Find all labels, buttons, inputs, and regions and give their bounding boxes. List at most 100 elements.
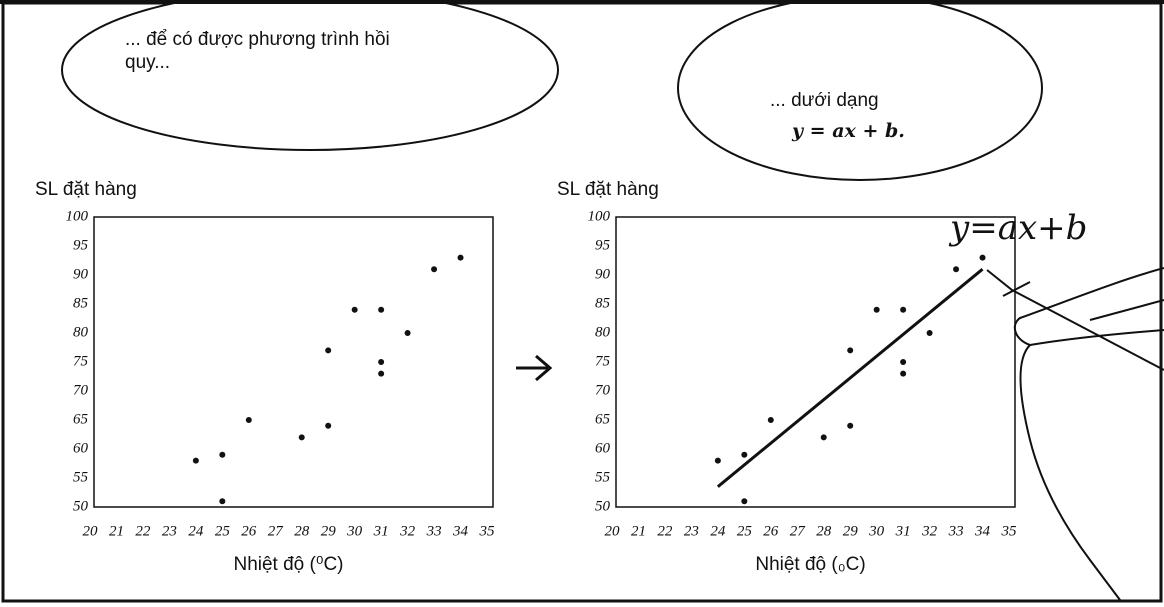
data-point bbox=[351, 306, 358, 313]
y-tick-label: 60 bbox=[595, 440, 611, 456]
x-tick-label: 31 bbox=[373, 523, 389, 539]
x-tick-label: 30 bbox=[868, 523, 885, 539]
y-tick-label: 55 bbox=[73, 469, 89, 485]
x-tick-label: 33 bbox=[426, 523, 442, 539]
y-tick-label: 95 bbox=[595, 237, 611, 253]
x-axis-label: Nhiệt độ (⁰C) bbox=[233, 554, 343, 575]
data-point bbox=[847, 347, 854, 354]
pen-drawing bbox=[986, 269, 1164, 371]
data-point bbox=[900, 306, 907, 313]
data-point bbox=[820, 434, 827, 441]
x-tick-label: 35 bbox=[1001, 523, 1018, 539]
data-point bbox=[245, 417, 252, 423]
data-point bbox=[325, 422, 332, 429]
y-tick-label: 50 bbox=[595, 498, 611, 514]
x-tick-label: 29 bbox=[321, 523, 337, 539]
panel-top bbox=[0, 0, 1164, 4]
data-point bbox=[767, 417, 774, 423]
y-tick-label: 50 bbox=[73, 498, 89, 514]
bubble-formula: y = ax + b. bbox=[791, 120, 905, 142]
x-tick-label: 29 bbox=[843, 523, 859, 539]
data-point bbox=[219, 451, 226, 458]
x-tick-label: 22 bbox=[135, 523, 151, 539]
y-tick-label: 80 bbox=[73, 324, 89, 340]
y-tick-label: 100 bbox=[588, 208, 611, 224]
data-point bbox=[900, 370, 907, 377]
x-tick-label: 24 bbox=[710, 523, 726, 539]
data-point bbox=[741, 498, 748, 505]
data-point bbox=[953, 266, 960, 273]
speech-bubble bbox=[677, 0, 1043, 181]
x-tick-label: 26 bbox=[763, 523, 779, 539]
x-tick-label: 26 bbox=[241, 523, 257, 539]
y-tick-label: 60 bbox=[73, 440, 89, 456]
x-tick-label: 20 bbox=[83, 523, 99, 539]
y-tick-label: 95 bbox=[73, 237, 89, 253]
x-tick-label: 22 bbox=[657, 523, 673, 539]
data-point bbox=[900, 359, 907, 365]
y-tick-label: 75 bbox=[73, 353, 89, 369]
y-tick-label: 80 bbox=[595, 324, 611, 340]
x-tick-label: 27 bbox=[790, 523, 807, 539]
x-tick-label: 27 bbox=[268, 523, 285, 539]
plot-frame bbox=[93, 216, 494, 508]
bubble-text: ... dưới dạng bbox=[770, 90, 879, 111]
data-point bbox=[847, 422, 854, 429]
data-point bbox=[741, 451, 748, 458]
y-tick-label: 70 bbox=[73, 382, 89, 398]
data-point bbox=[325, 347, 332, 354]
data-point bbox=[298, 434, 305, 441]
speech-bubble bbox=[61, 0, 559, 151]
x-axis-label: Nhiệt độ (₀C) bbox=[755, 554, 865, 575]
y-tick-label: 55 bbox=[595, 469, 611, 485]
x-tick-label: 30 bbox=[346, 523, 363, 539]
data-point bbox=[979, 254, 986, 261]
data-point bbox=[431, 266, 438, 273]
bubble-text: ... để có được phương trình hồi quy... bbox=[125, 29, 390, 73]
y-tick-label: 85 bbox=[595, 295, 611, 311]
plot-frame bbox=[615, 216, 1016, 508]
x-tick-label: 34 bbox=[974, 523, 991, 539]
y-tick-label: 65 bbox=[595, 411, 611, 427]
x-tick-label: 24 bbox=[188, 523, 204, 539]
y-tick-label: 65 bbox=[73, 411, 89, 427]
x-tick-label: 31 bbox=[895, 523, 911, 539]
data-point bbox=[926, 330, 933, 336]
x-tick-label: 25 bbox=[737, 523, 753, 539]
arrow bbox=[516, 354, 553, 382]
y-axis-label: SL đặt hàng bbox=[557, 179, 659, 200]
x-tick-label: 34 bbox=[452, 523, 469, 539]
data-point bbox=[192, 457, 199, 464]
bubble-text-box: ... để có được phương trình hồi quy... bbox=[125, 29, 390, 73]
data-point bbox=[378, 306, 385, 313]
y-tick-label: 100 bbox=[66, 208, 89, 224]
y-axis-label: SL đặt hàng bbox=[35, 179, 137, 200]
x-tick-label: 21 bbox=[631, 523, 646, 539]
y-tick-label: 90 bbox=[73, 266, 89, 282]
data-point bbox=[378, 359, 385, 365]
data-point bbox=[378, 370, 385, 377]
y-tick-label: 90 bbox=[595, 266, 611, 282]
x-tick-label: 32 bbox=[399, 523, 416, 539]
data-point bbox=[404, 330, 411, 336]
x-tick-label: 25 bbox=[215, 523, 231, 539]
y-tick-label: 85 bbox=[73, 295, 89, 311]
x-tick-label: 28 bbox=[294, 523, 310, 539]
regression-line bbox=[716, 268, 984, 488]
x-tick-label: 28 bbox=[816, 523, 832, 539]
x-tick-label: 32 bbox=[921, 523, 938, 539]
x-tick-label: 20 bbox=[605, 523, 621, 539]
data-point bbox=[457, 254, 464, 261]
x-tick-label: 33 bbox=[948, 523, 964, 539]
data-point bbox=[714, 457, 721, 464]
x-tick-label: 23 bbox=[162, 523, 177, 539]
x-tick-label: 21 bbox=[109, 523, 124, 539]
data-point bbox=[873, 306, 880, 313]
y-tick-label: 70 bbox=[595, 382, 611, 398]
y-tick-label: 75 bbox=[595, 353, 611, 369]
x-tick-label: 23 bbox=[684, 523, 699, 539]
x-tick-label: 35 bbox=[479, 523, 496, 539]
handwritten-formula: y=ax+b bbox=[948, 208, 1087, 248]
data-point bbox=[219, 498, 226, 505]
